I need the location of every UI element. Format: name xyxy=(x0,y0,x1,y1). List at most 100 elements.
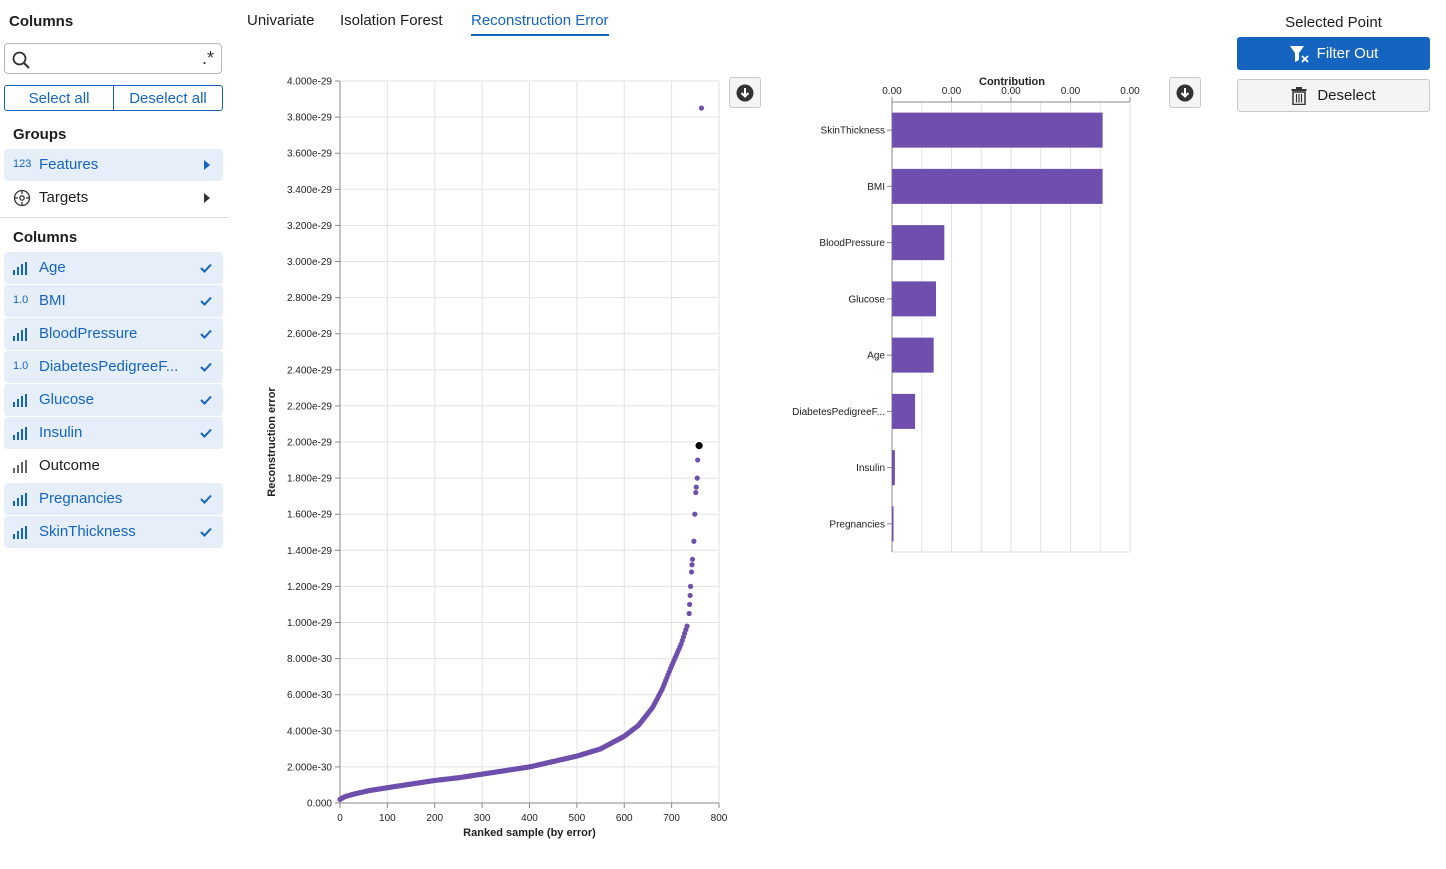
select-all-button[interactable]: Select all xyxy=(4,85,114,111)
column-item[interactable]: 1.0 BMI xyxy=(4,285,223,317)
contribution-bar xyxy=(892,225,945,261)
y-tick-label: 2.800e-29 xyxy=(287,293,332,304)
x-tick-label: 600 xyxy=(616,813,633,824)
groups-heading: Groups xyxy=(13,126,67,143)
column-item[interactable]: Insulin xyxy=(4,417,223,449)
bar-chart-icon xyxy=(13,327,31,341)
y-tick-label: 2.400e-29 xyxy=(287,365,332,376)
column-label: SkinThickness xyxy=(39,523,136,540)
filter-out-label: Filter Out xyxy=(1316,45,1379,62)
filter-remove-icon xyxy=(1289,45,1309,63)
y-tick-label: 1.000e-29 xyxy=(287,618,332,629)
y-tick-label: 1.200e-29 xyxy=(287,582,332,593)
checkmark-icon[interactable] xyxy=(199,492,213,506)
x-tick-label: 500 xyxy=(569,813,586,824)
checkmark-icon[interactable] xyxy=(199,261,213,275)
tab-univariate[interactable]: Univariate xyxy=(247,12,315,29)
selected-point-title: Selected Point xyxy=(1285,14,1382,31)
checkmark-icon[interactable] xyxy=(199,426,213,440)
deselect-button[interactable]: Deselect xyxy=(1237,79,1430,112)
y-tick-label: 8.000e-30 xyxy=(287,654,332,665)
contribution-bar xyxy=(892,450,895,486)
checkmark-icon[interactable] xyxy=(199,360,213,374)
column-label: Pregnancies xyxy=(39,490,123,507)
category-label: Insulin xyxy=(856,463,885,474)
contribution-bar xyxy=(892,168,1103,204)
chevron-right-icon[interactable] xyxy=(204,160,210,170)
tab-isolation-forest[interactable]: Isolation Forest xyxy=(340,12,443,29)
x-tick-label: 700 xyxy=(663,813,680,824)
column-item[interactable]: Pregnancies xyxy=(4,483,223,515)
bar-chart-icon xyxy=(13,393,31,407)
data-point xyxy=(692,511,698,517)
column-label: BloodPressure xyxy=(39,325,138,342)
y-tick-label: 4.000e-30 xyxy=(287,726,332,737)
reconstruction-error-chart[interactable]: 0 100 200 300 400 500 600 700 800 0.000 2.000e-30 4… xyxy=(250,70,730,850)
column-item[interactable]: BloodPressure xyxy=(4,318,223,350)
group-item-targets[interactable]: Targets xyxy=(4,182,223,214)
column-label: Glucose xyxy=(39,391,95,408)
deselect-label: Deselect xyxy=(1317,87,1376,104)
category-label: Age xyxy=(867,351,885,362)
contribution-bar xyxy=(892,281,937,317)
x-tick-label: 400 xyxy=(521,813,538,824)
category-label: BloodPressure xyxy=(819,238,885,249)
y-tick-label: 2.000e-29 xyxy=(287,438,332,449)
column-item[interactable]: Outcome xyxy=(4,450,223,482)
tab-reconstruction-error[interactable]: Reconstruction Error xyxy=(471,12,609,36)
chart-title: Contribution xyxy=(979,76,1045,88)
data-point xyxy=(695,457,701,463)
checkmark-icon[interactable] xyxy=(199,294,213,308)
column-item[interactable]: Age xyxy=(4,252,223,284)
category-label: Glucose xyxy=(848,294,885,305)
data-point xyxy=(689,556,696,562)
download-chart-button[interactable] xyxy=(729,77,761,108)
y-tick-label: 2.600e-29 xyxy=(287,329,332,340)
data-point xyxy=(687,601,693,608)
chevron-right-icon[interactable] xyxy=(204,193,210,203)
deselect-all-button[interactable]: Deselect all xyxy=(114,85,223,111)
data-point xyxy=(686,610,692,617)
float-badge-icon: 1.0 xyxy=(13,294,29,306)
float-badge-icon: 1.0 xyxy=(13,360,29,372)
column-label: Age xyxy=(39,259,66,276)
y-tick-label: 3.800e-29 xyxy=(287,113,332,124)
selected-point[interactable] xyxy=(694,440,704,451)
x-tick-label: 800 xyxy=(711,813,728,824)
column-label: Outcome xyxy=(39,457,100,474)
x-tick-label: 200 xyxy=(426,813,443,824)
data-point xyxy=(698,105,705,111)
column-item[interactable]: 1.0 DiabetesPedigreeF... xyxy=(4,351,223,383)
y-tick-label: 4.000e-29 xyxy=(287,77,332,88)
numeric-badge-icon: 123 xyxy=(13,158,32,170)
regex-toggle-icon[interactable]: .* xyxy=(201,48,214,68)
contribution-bar xyxy=(892,112,1103,148)
checkmark-icon[interactable] xyxy=(199,393,213,407)
x-tick-label: 0.00 xyxy=(1001,86,1021,97)
x-axis-label: Ranked sample (by error) xyxy=(463,827,596,839)
x-tick-label: 0 xyxy=(337,813,343,824)
x-tick-label: 0.00 xyxy=(1061,86,1081,97)
column-item[interactable]: Glucose xyxy=(4,384,223,416)
download-contribution-button[interactable] xyxy=(1169,77,1201,108)
group-label: Targets xyxy=(39,189,89,206)
y-tick-label: 3.600e-29 xyxy=(287,149,332,160)
data-point xyxy=(694,475,700,481)
group-item-features[interactable]: 123 Features xyxy=(4,149,223,181)
x-tick-label: 300 xyxy=(474,813,491,824)
checkmark-icon[interactable] xyxy=(199,327,213,341)
contribution-bar xyxy=(892,337,934,373)
data-point xyxy=(693,484,699,490)
column-label: Insulin xyxy=(39,424,83,441)
column-item[interactable]: SkinThickness xyxy=(4,516,223,548)
filter-out-button[interactable]: Filter Out xyxy=(1237,37,1430,70)
contribution-bar xyxy=(892,506,894,542)
bar-chart-icon xyxy=(13,426,31,440)
download-icon xyxy=(1176,84,1194,101)
sidebar-divider xyxy=(0,217,229,218)
checkmark-icon[interactable] xyxy=(199,525,213,539)
x-tick-label: 0.00 xyxy=(1120,86,1140,97)
y-tick-label: 2.200e-29 xyxy=(287,401,332,412)
y-axis-label: Reconstruction error xyxy=(266,387,278,497)
search-input[interactable]: .* xyxy=(4,43,222,74)
